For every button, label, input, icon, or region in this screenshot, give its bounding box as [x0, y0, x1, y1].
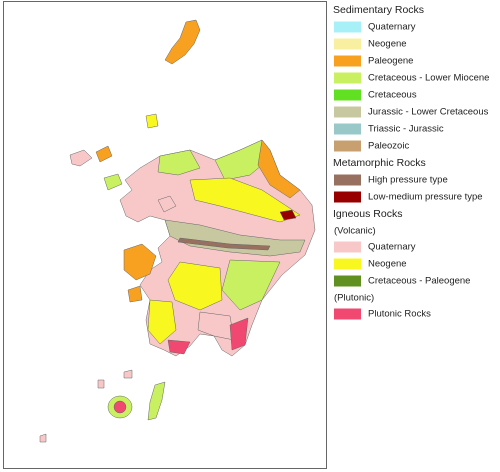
legend-label: Jurassic - Lower Cretaceous	[368, 107, 489, 118]
legend-subheading: (Volcanic)	[334, 226, 376, 237]
legend-swatch	[334, 174, 361, 186]
island	[157, 195, 177, 213]
legend-heading: Metamorphic Rocks	[333, 157, 426, 169]
island	[123, 369, 133, 379]
legend-label: Quaternary	[368, 242, 416, 253]
legend-label: Paleozoic	[368, 141, 409, 152]
geology-unit	[279, 209, 297, 221]
island	[103, 173, 123, 191]
geology-unit	[167, 339, 191, 355]
legend-swatch	[334, 123, 361, 135]
legend-label: Neogene	[368, 39, 407, 50]
island	[95, 145, 113, 163]
legend-label: Cretaceous - Paleogene	[368, 276, 470, 287]
island	[69, 149, 93, 167]
legend-swatch	[334, 21, 361, 33]
legend-label: Quaternary	[368, 22, 416, 33]
geology-unit	[229, 317, 249, 351]
island	[39, 433, 47, 443]
island	[147, 381, 166, 421]
legend-swatch	[334, 308, 361, 320]
legend-swatch	[334, 140, 361, 152]
legend-swatch	[334, 89, 361, 101]
legend-label: Low-medium pressure type	[368, 192, 483, 203]
legend-swatch	[334, 241, 361, 253]
geology-unit	[221, 259, 281, 311]
island	[97, 379, 105, 389]
geology-unit	[177, 237, 271, 251]
map	[39, 19, 316, 443]
legend-label: Cretaceous - Lower Miocene	[368, 73, 489, 84]
legend-heading: Sedimentary Rocks	[333, 4, 424, 16]
geology-unit	[147, 299, 177, 345]
legend-label: Paleogene	[368, 56, 413, 67]
island	[145, 113, 159, 129]
legend-swatch	[334, 72, 361, 84]
island	[123, 243, 157, 281]
legend-label: Neogene	[368, 259, 407, 270]
legend-swatch	[334, 106, 361, 118]
legend-label: Cretaceous	[368, 90, 417, 101]
geology-unit	[257, 139, 301, 199]
legend-label: High pressure type	[368, 175, 448, 186]
legend-subheading: (Plutonic)	[334, 293, 374, 304]
island	[113, 400, 127, 414]
legend-heading: Igneous Rocks	[333, 208, 402, 220]
island	[127, 285, 143, 303]
geology-unit	[197, 311, 235, 341]
legend-swatch	[334, 258, 361, 270]
legend-swatch	[334, 38, 361, 50]
legend-swatch	[334, 55, 361, 67]
island	[164, 19, 201, 65]
legend-swatch	[334, 191, 361, 203]
geology-unit	[157, 149, 201, 176]
legend-label: Plutonic Rocks	[368, 309, 431, 320]
geology-unit	[167, 261, 223, 311]
legend: Sedimentary Rocks Quaternary Neogene Paleog…	[333, 4, 489, 320]
legend-label: Triassic - Jurassic	[368, 124, 444, 135]
legend-swatch	[334, 275, 361, 287]
